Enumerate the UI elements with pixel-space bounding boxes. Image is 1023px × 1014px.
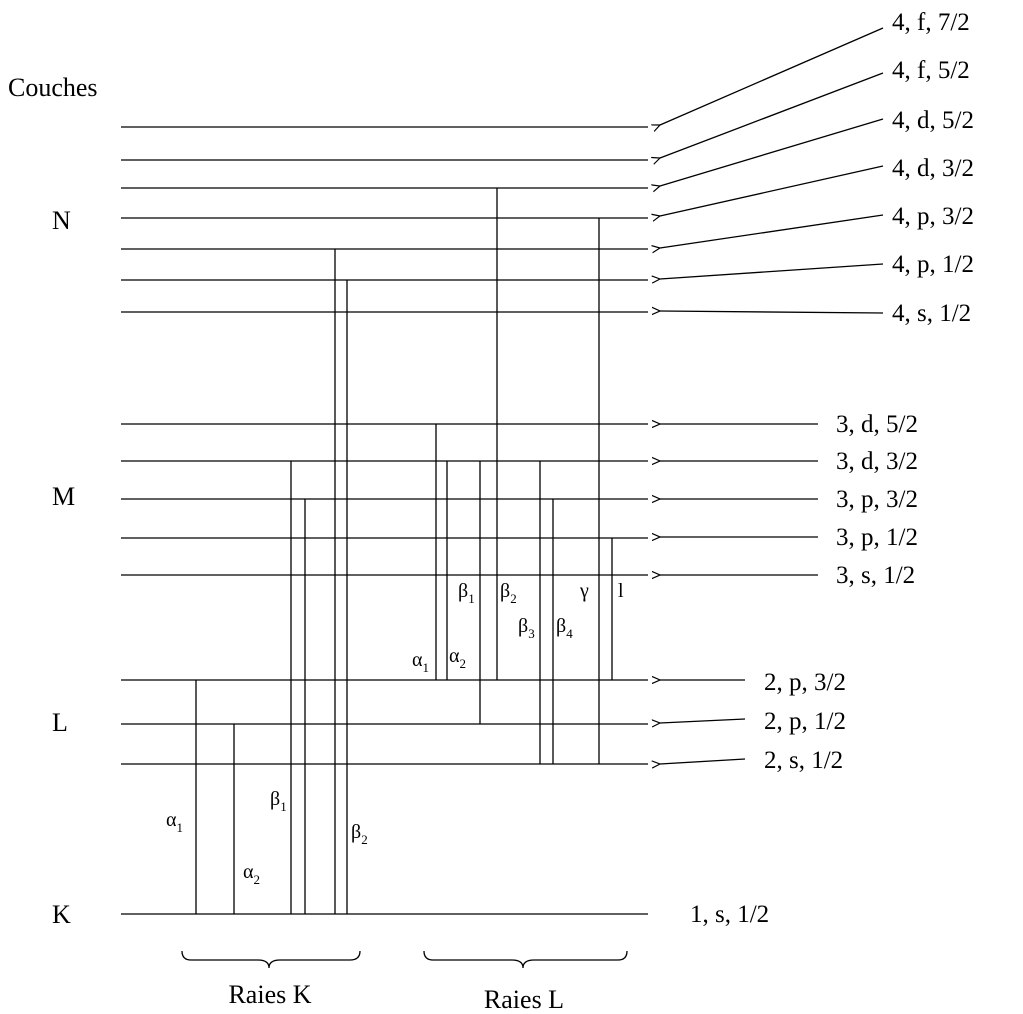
greek-subscript: 2	[459, 656, 466, 671]
greek-subscript: 4	[566, 626, 573, 641]
level-label-2p32: 2, p, 3/2	[764, 669, 846, 696]
level-label-3d32: 3, d, 3/2	[836, 448, 918, 475]
greek-letter: β	[556, 615, 566, 637]
level-label-4d52: 4, d, 5/2	[892, 107, 974, 134]
level-label-3p32: 3, p, 3/2	[836, 486, 918, 513]
greek-letter: α	[243, 861, 254, 883]
level-label-3p12: 3, p, 1/2	[836, 524, 918, 551]
greek-letter: β	[500, 580, 510, 602]
level-label-4p12: 4, p, 1/2	[892, 251, 974, 278]
level-label-3s12: 3, s, 1/2	[836, 562, 915, 589]
level-label-4s12: 4, s, 1/2	[892, 300, 971, 327]
greek-subscript: 1	[468, 591, 475, 606]
greek-letter: α	[412, 649, 423, 671]
arrow-4p32	[660, 214, 884, 248]
greek-subscript: 1	[176, 820, 183, 835]
greek-letter: β	[270, 788, 280, 810]
greek-letter: β	[458, 580, 468, 602]
greek-subscript: 2	[253, 872, 260, 887]
shell-label-k: K	[52, 900, 71, 929]
arrow-4f52	[660, 72, 884, 158]
level-label-2p12: 2, p, 1/2	[764, 708, 846, 735]
label-k-alpha1: α1	[166, 809, 183, 835]
label-l-beta3: β3	[518, 615, 535, 641]
greek-letter: β	[351, 821, 361, 843]
label-k-beta1: β1	[270, 788, 287, 814]
shell-label-m: M	[52, 482, 75, 511]
label-l-l: l	[618, 580, 624, 602]
arrow-4d52	[660, 118, 884, 186]
level-label-4d32: 4, d, 3/2	[892, 155, 974, 182]
arrow-4d32	[660, 165, 884, 216]
arrow-4p12	[660, 263, 884, 279]
level-label-3d52: 3, d, 5/2	[836, 411, 918, 438]
label-l-alpha2: α2	[449, 645, 466, 671]
level-label-2s12: 2, s, 1/2	[764, 747, 843, 774]
shell-label-l: L	[52, 708, 68, 737]
greek-letter: α	[166, 809, 177, 831]
l-transitions	[435, 188, 613, 764]
greek-subscript: 1	[280, 799, 287, 814]
greek-subscript: 2	[510, 591, 517, 606]
greek-subscript: 3	[528, 626, 535, 641]
brace-raies-k	[181, 950, 361, 969]
label-l-alpha1: α1	[412, 649, 429, 675]
label-l-beta4: β4	[556, 615, 573, 641]
greek-letter: α	[449, 645, 460, 667]
group-label-raies-l: Raies L	[484, 985, 564, 1014]
label-k-beta2: β2	[351, 821, 368, 847]
label-l-beta1: β1	[458, 580, 475, 606]
level-label-4f52: 4, f, 5/2	[892, 57, 970, 84]
group-label-raies-k: Raies K	[228, 980, 311, 1009]
arrow-4s12	[660, 311, 884, 313]
label-l-gamma: γ	[579, 580, 589, 602]
label-k-alpha2: α2	[243, 861, 260, 887]
label-l-beta2: β2	[500, 580, 517, 606]
arrow-2p12	[660, 718, 746, 723]
diagram-title: Couches	[8, 73, 98, 102]
greek-subscript: 2	[361, 832, 368, 847]
arrow-2s12	[660, 758, 746, 764]
brace-raies-l	[423, 950, 628, 969]
arrow-4f72	[660, 27, 884, 125]
level-arrows	[660, 27, 884, 764]
level-labels: 4, f, 7/2 4, f, 5/2 4, d, 5/2 4, d, 3/2 …	[690, 9, 974, 928]
level-label-1s12: 1, s, 1/2	[690, 901, 769, 928]
energy-levels	[121, 126, 648, 915]
greek-letter: β	[518, 615, 528, 637]
greek-subscript: 1	[422, 660, 429, 675]
shell-label-n: N	[52, 206, 71, 235]
level-label-4f72: 4, f, 7/2	[892, 9, 970, 36]
k-transitions	[195, 249, 348, 914]
level-label-4p32: 4, p, 3/2	[892, 203, 974, 230]
